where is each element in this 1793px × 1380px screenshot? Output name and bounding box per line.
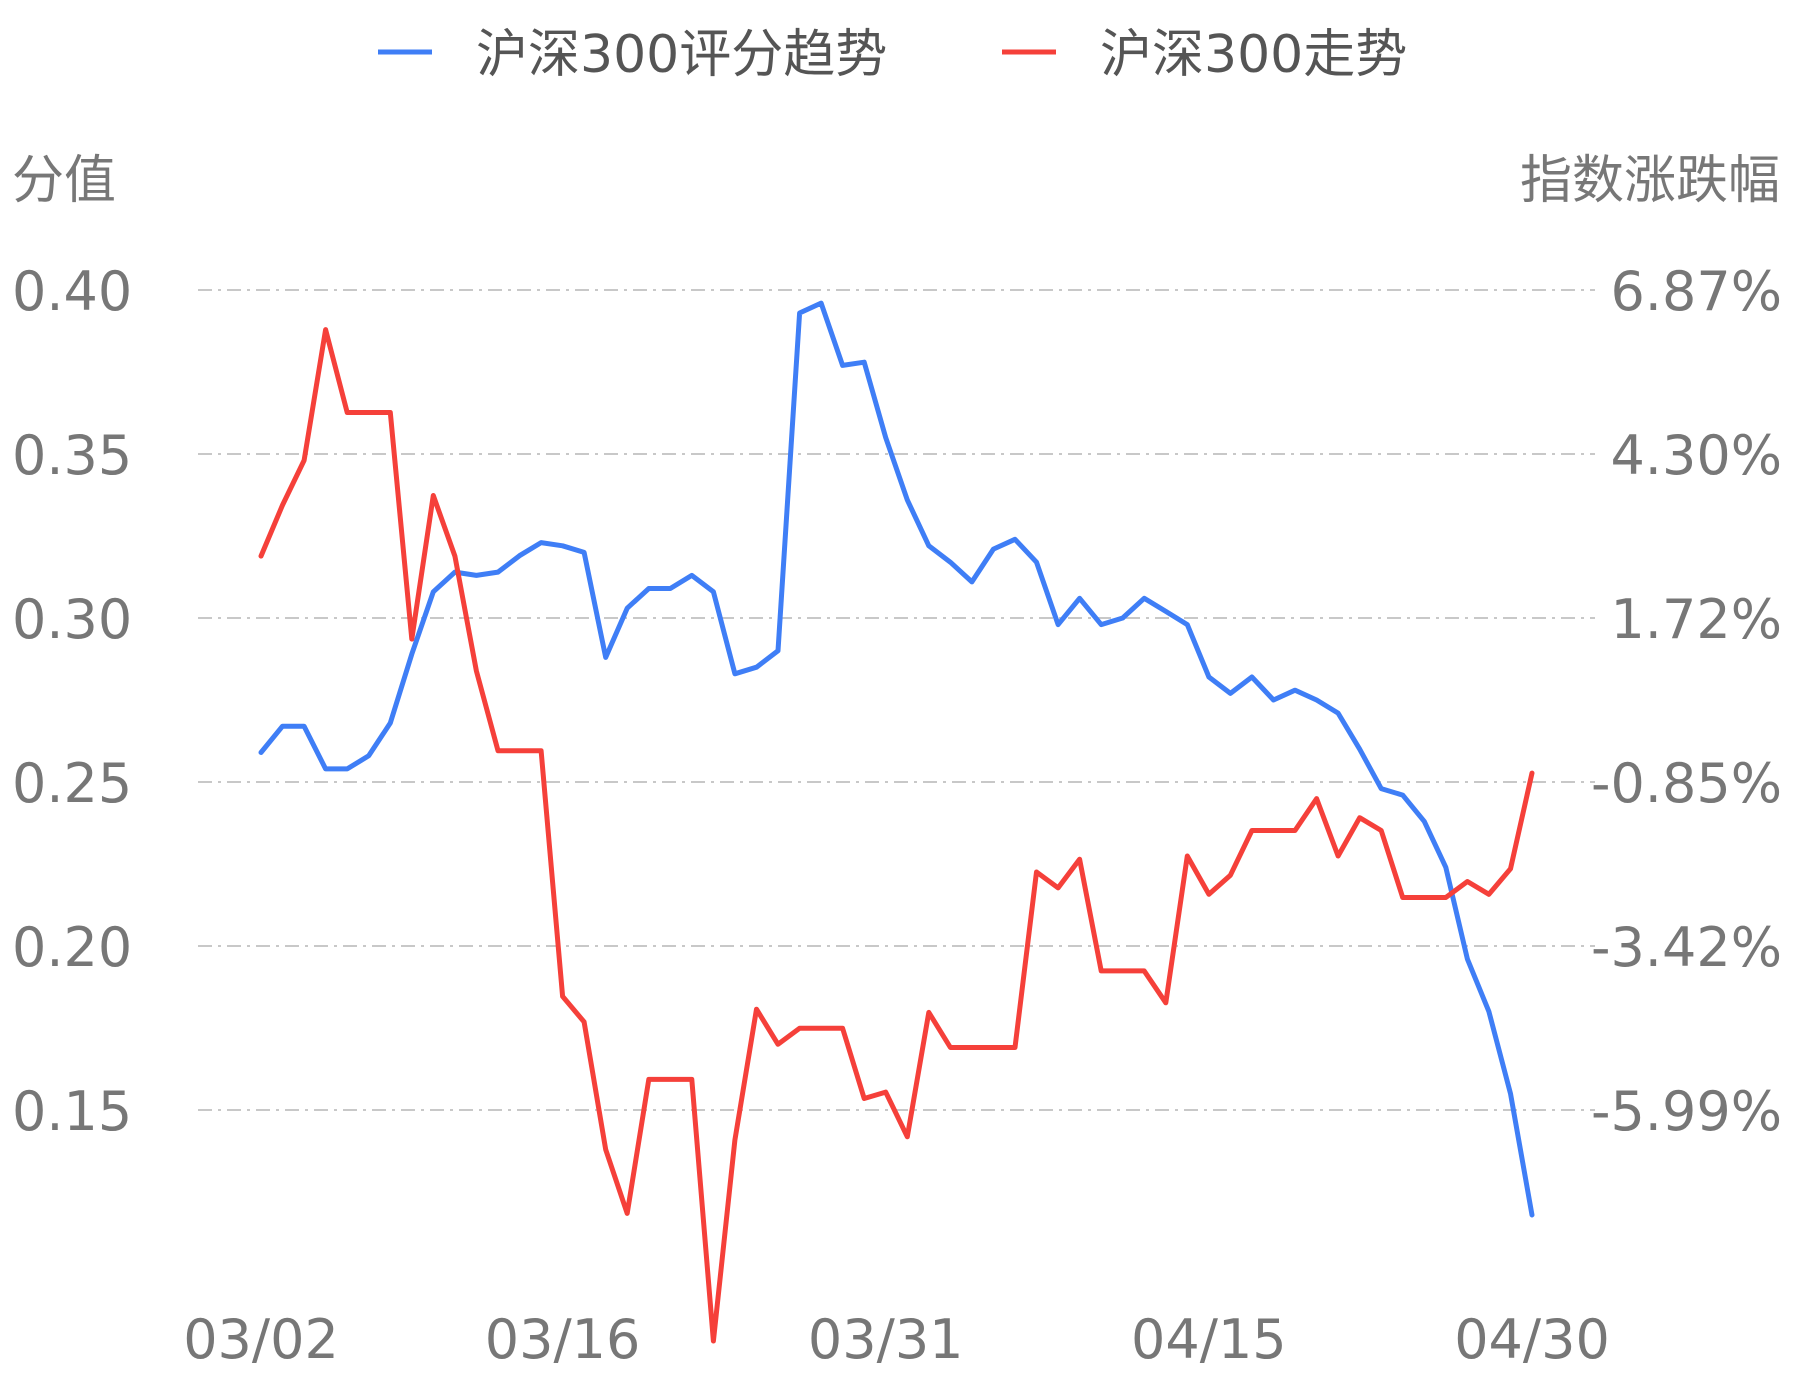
legend-label-score: 沪深300评分趋势 bbox=[476, 25, 887, 85]
grid bbox=[198, 289, 1595, 1111]
x-axis-ticks: 03/02 03/16 03/31 04/15 04/30 bbox=[183, 1308, 1610, 1371]
series-layer bbox=[258, 300, 1535, 1344]
legend-label-index: 沪深300走势 bbox=[1100, 25, 1407, 85]
right-tick-label: -3.42% bbox=[1591, 916, 1782, 979]
left-tick-label: 0.25 bbox=[12, 752, 132, 815]
x-tick-label: 04/15 bbox=[1131, 1308, 1287, 1371]
legend: 沪深300评分趋势 沪深300走势 bbox=[378, 25, 1407, 85]
series-line-score bbox=[258, 300, 1535, 1218]
right-tick-label: 4.30% bbox=[1610, 424, 1782, 487]
legend-item-index[interactable]: 沪深300走势 bbox=[1002, 25, 1407, 85]
left-axis-ticks: 0.40 0.35 0.30 0.25 0.20 0.15 bbox=[12, 260, 132, 1143]
right-tick-label: -5.99% bbox=[1591, 1080, 1782, 1143]
left-tick-label: 0.20 bbox=[12, 916, 132, 979]
left-tick-label: 0.40 bbox=[12, 260, 132, 323]
right-tick-label: -0.85% bbox=[1591, 752, 1782, 815]
x-tick-label: 03/16 bbox=[485, 1308, 641, 1371]
series-line-index bbox=[258, 327, 1535, 1344]
left-tick-label: 0.15 bbox=[12, 1080, 132, 1143]
x-tick-label: 03/02 bbox=[183, 1308, 339, 1371]
left-tick-label: 0.35 bbox=[12, 424, 132, 487]
legend-item-score[interactable]: 沪深300评分趋势 bbox=[378, 25, 887, 85]
left-axis-title: 分值 bbox=[12, 151, 116, 211]
right-tick-label: 1.72% bbox=[1610, 588, 1782, 651]
x-tick-label: 04/30 bbox=[1454, 1308, 1610, 1371]
right-axis-ticks: 6.87% 4.30% 1.72% -0.85% -3.42% -5.99% bbox=[1591, 260, 1782, 1143]
right-axis-title: 指数涨跌幅 bbox=[1520, 151, 1780, 211]
right-tick-label: 6.87% bbox=[1610, 260, 1782, 323]
left-tick-label: 0.30 bbox=[12, 588, 132, 651]
x-tick-label: 03/31 bbox=[808, 1308, 964, 1371]
